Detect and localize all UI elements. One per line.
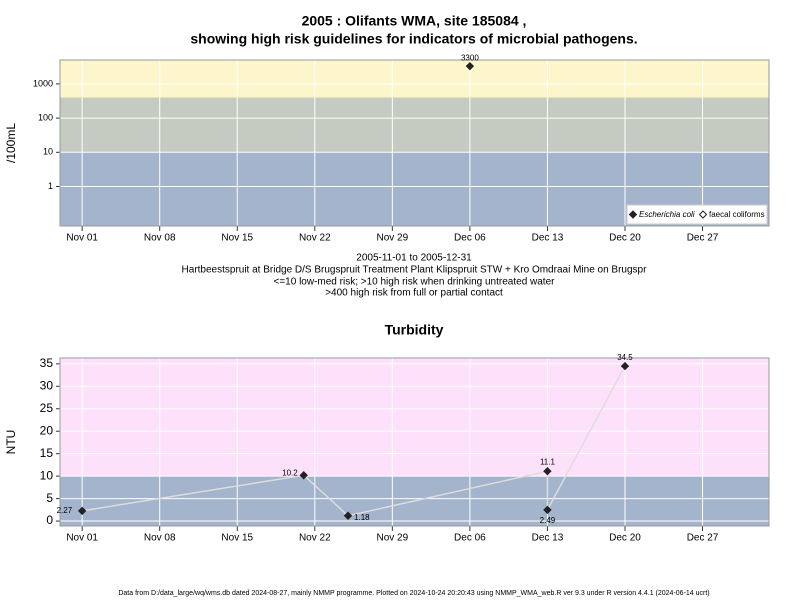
x-tick-label: Dec 20: [609, 533, 641, 544]
risk-band: [60, 97, 769, 153]
x-tick-label: Nov 15: [221, 233, 253, 244]
x-tick-label: Nov 15: [221, 533, 253, 544]
data-label: 1.18: [354, 513, 370, 522]
chart-title: 2005 : Olifants WMA, site 185084 ,: [302, 13, 527, 29]
x-tick-label: Nov 01: [66, 233, 98, 244]
data-point: [465, 61, 475, 71]
data-label: 11.1: [540, 457, 556, 466]
data-label: 2.49: [540, 516, 556, 525]
data-point: [543, 505, 552, 515]
y-tick-label: 30: [40, 378, 54, 392]
x-tick-label: Dec 27: [687, 233, 719, 244]
subtitle: >400 high risk from full or partial cont…: [325, 288, 503, 299]
y-tick-label: 100: [38, 112, 53, 122]
x-tick-label: Dec 13: [532, 233, 564, 244]
y-tick-label: 25: [40, 401, 54, 415]
risk-band: [60, 60, 769, 98]
y-tick-label: 20: [40, 423, 54, 437]
y-tick-label: 10: [43, 147, 53, 157]
y-axis-label: NTU: [4, 430, 18, 455]
x-tick-label: Dec 06: [454, 533, 486, 544]
y-axis-label: /100mL: [4, 123, 18, 163]
plot-frame: [59, 59, 770, 227]
data-label: 10.2: [282, 468, 298, 477]
x-tick-label: Nov 29: [377, 233, 409, 244]
x-tick-label: Dec 13: [532, 533, 564, 544]
data-label: 34.5: [617, 353, 633, 362]
x-tick-label: Nov 01: [66, 533, 98, 544]
y-tick-label: 0: [46, 513, 53, 527]
x-tick-label: Nov 22: [299, 533, 331, 544]
y-tick-label: 10: [40, 468, 54, 482]
data-point: [620, 361, 630, 371]
x-tick-label: Nov 29: [377, 533, 409, 544]
x-tick-label: Dec 06: [454, 233, 486, 244]
x-tick-label: Nov 08: [144, 533, 176, 544]
legend-marker: [628, 210, 638, 219]
y-tick-label: 1: [48, 181, 53, 191]
risk-band: [60, 358, 769, 477]
data-point: [543, 466, 552, 476]
y-tick-label: 35: [40, 356, 54, 370]
x-tick-label: Dec 27: [687, 533, 719, 544]
data-line: [82, 365, 626, 517]
chart-title: showing high risk guidelines for indicat…: [190, 31, 637, 47]
x-tick-label: Nov 08: [144, 233, 176, 244]
y-tick-label: 1000: [33, 78, 53, 88]
subtitle: <=10 low-med risk; >10 high risk when dr…: [274, 277, 556, 288]
y-tick-label: 5: [46, 491, 53, 505]
data-point: [77, 506, 87, 516]
chart-title: Turbidity: [385, 322, 444, 338]
data-point: [299, 471, 308, 480]
legend-label: Escherichia coli: [639, 210, 695, 219]
data-label: 3300: [461, 53, 479, 62]
data-label: 2.27: [57, 506, 73, 515]
y-tick-label: 15: [40, 446, 54, 460]
x-tick-label: Dec 20: [609, 233, 641, 244]
legend-box: [626, 204, 768, 225]
legend-marker: [698, 210, 708, 219]
legend-label: faecal coliforms: [709, 210, 765, 219]
data-point: [343, 511, 353, 520]
plot-frame: [59, 357, 770, 527]
subtitle: 2005-11-01 to 2005-12-31: [356, 253, 472, 264]
x-tick-label: Nov 22: [299, 233, 331, 244]
footer: Data from D:/data_large/wq/wms.db dated …: [118, 590, 709, 597]
subtitle: Hartbeestspruit at Bridge D/S Brugspruit…: [182, 265, 648, 276]
